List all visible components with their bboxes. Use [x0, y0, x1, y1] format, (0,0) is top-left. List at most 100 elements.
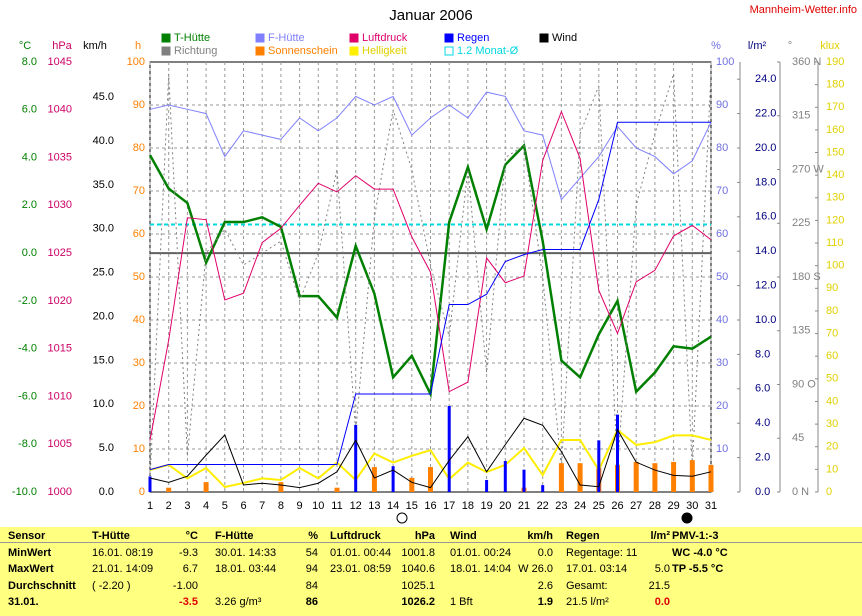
y-tick-label: 70 [826, 327, 838, 339]
table-cell: 3.26 g/m³ [215, 596, 262, 608]
x-tick-label: 5 [222, 500, 228, 512]
y-tick-label: 40.0 [93, 135, 114, 147]
table-cell: W 26.0 [518, 563, 553, 575]
axis-unit: °C [19, 40, 31, 52]
legend-swatch [444, 33, 454, 43]
bar [708, 464, 714, 492]
x-tick-label: 3 [184, 500, 190, 512]
axis-unit: h [135, 40, 141, 52]
legend-swatch [539, 33, 549, 43]
table-cell: ( -2.20 ) [92, 579, 131, 592]
table-cell: -9.3 [179, 546, 198, 559]
y-tick-label: 130 [826, 192, 844, 204]
y-tick-label: 1010 [48, 390, 72, 402]
bar [633, 461, 639, 492]
legend-swatch [255, 46, 265, 56]
y-tick-label: 120 [826, 214, 844, 226]
y-tick-label: 10.0 [93, 398, 114, 410]
y-tick-label: 270 W [792, 163, 824, 175]
x-tick-label: 22 [537, 500, 549, 512]
y-tick-label: 80 [133, 142, 145, 154]
bar [652, 463, 658, 492]
chart-title: Januar 2006 [389, 7, 472, 24]
table-cell: Sensor [8, 530, 46, 542]
bar [334, 487, 340, 492]
y-tick-label: 0 N [792, 486, 809, 498]
y-tick-label: 25.0 [93, 267, 114, 279]
legend-label: Wind [552, 32, 577, 44]
bar [371, 467, 377, 492]
y-tick-label: 70 [133, 185, 145, 197]
y-tick-label: 6.0 [755, 383, 770, 395]
y-tick-label: 180 S [792, 271, 821, 283]
y-tick-label: 70 [716, 185, 728, 197]
y-tick-label: 60 [716, 228, 728, 240]
bar [485, 479, 489, 492]
table-cell: TP -5.5 °C [672, 563, 724, 575]
y-tick-label: 20.0 [755, 142, 776, 154]
table-cell: WC -4.0 °C [672, 546, 728, 559]
y-tick-label: 18.0 [755, 176, 776, 188]
y-tick-label: 5.0 [99, 442, 114, 454]
bar [616, 414, 619, 492]
legend-label: Sonnenschein [268, 45, 338, 57]
bar [541, 485, 545, 492]
y-tick-label: -8.0 [18, 438, 37, 450]
moon-full [396, 512, 408, 524]
bar [671, 461, 677, 492]
table-cell: MaxWert [8, 563, 54, 575]
table-cell: 0.0 [654, 596, 670, 608]
legend-swatch [349, 46, 359, 56]
bar [203, 482, 209, 492]
bar [391, 466, 395, 492]
y-tick-label: -6.0 [18, 390, 37, 402]
axis-unit: l/m² [748, 40, 767, 52]
series-line [149, 417, 712, 489]
bar [503, 461, 507, 492]
x-tick-label: 23 [555, 500, 567, 512]
bar [409, 477, 415, 492]
table-cell: -1.00 [172, 579, 198, 592]
y-tick-label: 50 [133, 271, 145, 283]
y-tick-label: 4.0 [22, 151, 37, 163]
table-cell: Durchschnitt [8, 579, 76, 592]
table-cell: Regentage: 11 [566, 546, 638, 559]
y-tick-label: 10 [133, 443, 145, 455]
y-tick-label: 22.0 [755, 108, 776, 120]
y-tick-label: 60 [133, 228, 145, 240]
y-tick-label: 225 [792, 217, 810, 229]
x-tick-label: 31 [705, 500, 717, 512]
y-tick-label: 30 [826, 418, 838, 430]
x-tick-label: 26 [611, 500, 623, 512]
table-cell: 21.5 [648, 579, 670, 592]
bar [558, 463, 564, 492]
y-tick-label: 60 [826, 350, 838, 362]
x-tick-label: 14 [387, 500, 399, 512]
y-tick-label: 170 [826, 101, 844, 113]
y-tick-label: 30 [716, 357, 728, 369]
y-tick-label: 150 [826, 146, 844, 158]
y-tick-label: 16.0 [755, 211, 776, 223]
axis-unit: ° [788, 40, 792, 52]
y-tick-label: 135 [792, 325, 810, 337]
x-tick-label: 27 [630, 500, 642, 512]
x-tick-label: 19 [480, 500, 492, 512]
table-cell: 16.01. 08:19 [92, 546, 154, 559]
y-tick-label: 35.0 [93, 179, 114, 191]
table-cell: Gesamt: [566, 579, 608, 592]
x-tick-label: 11 [331, 500, 342, 512]
table-cell: 1 Bft [450, 596, 473, 608]
y-tick-label: 100 [716, 56, 734, 68]
table-cell: 1.9 [537, 596, 553, 608]
legend-label: T-Hütte [174, 32, 210, 44]
table-cell: 84 [305, 579, 318, 592]
x-tick-label: 9 [297, 500, 303, 512]
legend-label: Regen [457, 32, 489, 44]
table-cell: 17.01. 03:14 [566, 563, 628, 575]
y-tick-label: 45 [792, 432, 804, 444]
table-cell: 18.01. 14:04 [450, 563, 512, 575]
y-tick-label: 1025 [48, 247, 72, 259]
table-cell: 01.01. 00:24 [450, 546, 512, 559]
y-tick-label: 40 [133, 314, 145, 326]
x-tick-label: 2 [166, 500, 172, 512]
